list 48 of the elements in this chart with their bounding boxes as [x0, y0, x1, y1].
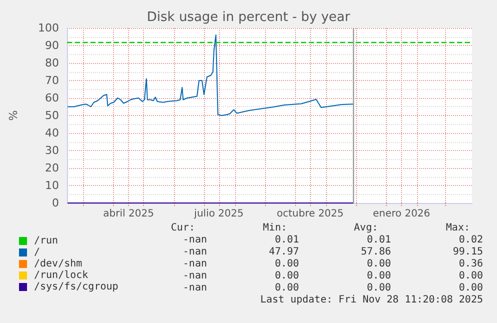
text: -nan	[182, 234, 207, 246]
legend-label: /dev/shm	[34, 258, 82, 270]
text: 0.00	[274, 282, 299, 294]
legend-label: /sys/fs/cgroup	[34, 282, 118, 292]
y-tick-label: 50	[45, 109, 59, 122]
text: Cur:	[170, 222, 195, 234]
text: 0.01	[366, 234, 391, 246]
y-tick-label: 0	[52, 196, 59, 210]
text: Min:	[262, 222, 287, 234]
text: -nan	[182, 246, 207, 258]
text: 0.02	[458, 234, 483, 246]
text: Last update: Fri Nov 28 11:20:08 2025	[260, 294, 483, 306]
x-tick-label: abril 2025	[103, 208, 154, 220]
legend-label: /run/lock	[34, 270, 88, 281]
line-series	[67, 34, 354, 116]
legend-label: /run	[34, 236, 58, 246]
text: 0.00	[274, 270, 299, 282]
text: 0.00	[458, 282, 483, 294]
text: -nan	[182, 258, 207, 270]
y-tick-label: 100	[38, 22, 59, 34]
text: -nan	[182, 270, 207, 282]
text: 0.01	[274, 234, 299, 246]
y-tick-label: 20	[45, 162, 59, 174]
text: 99.15	[452, 246, 483, 258]
x-tick-label: enero 2026	[372, 208, 430, 220]
text: 47.97	[268, 246, 299, 258]
text: 57.86	[360, 246, 391, 258]
y-tick-label: 70	[45, 74, 59, 87]
text: 0.00	[458, 270, 483, 282]
y-tick-label: 80	[45, 56, 59, 70]
legend-label: /	[34, 247, 40, 258]
text: 0.00	[366, 270, 391, 282]
text: 0.00	[274, 258, 299, 270]
text: Max:	[446, 222, 470, 234]
text: -nan	[182, 282, 207, 294]
y-tick-label: 30	[45, 144, 59, 157]
chart-title: Disk usage in percent - by year	[146, 10, 351, 25]
y-tick-label: 10	[45, 179, 59, 192]
y-tick-label: 40	[45, 126, 59, 140]
x-tick-label: julio 2025	[193, 208, 244, 220]
text: 0.00	[366, 258, 391, 270]
text: 0.36	[458, 258, 483, 270]
y-tick-label: 90	[45, 39, 59, 52]
y-tick-label: 60	[45, 92, 59, 104]
x-tick-label: octubre 2025	[276, 208, 344, 220]
y-axis-title: %	[7, 110, 20, 121]
text: 0.00	[366, 282, 391, 294]
text: Avg:	[354, 222, 378, 234]
